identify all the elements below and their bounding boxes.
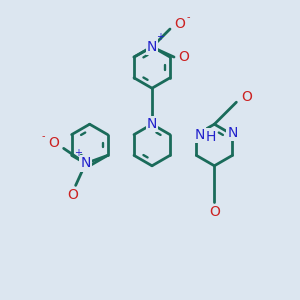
Text: O: O [67,188,78,203]
Text: -: - [42,131,45,141]
Text: O: O [209,205,220,219]
Text: N: N [194,128,205,142]
Text: +: + [156,32,164,42]
Text: O: O [175,17,185,31]
Text: -: - [186,12,190,22]
Text: N: N [147,40,157,54]
Text: N: N [147,117,157,131]
Text: N: N [80,156,91,170]
Text: O: O [241,90,252,104]
Text: N: N [227,126,238,140]
Text: +: + [74,148,82,158]
Text: O: O [48,136,59,150]
Text: H: H [205,130,215,144]
Text: O: O [178,50,189,64]
